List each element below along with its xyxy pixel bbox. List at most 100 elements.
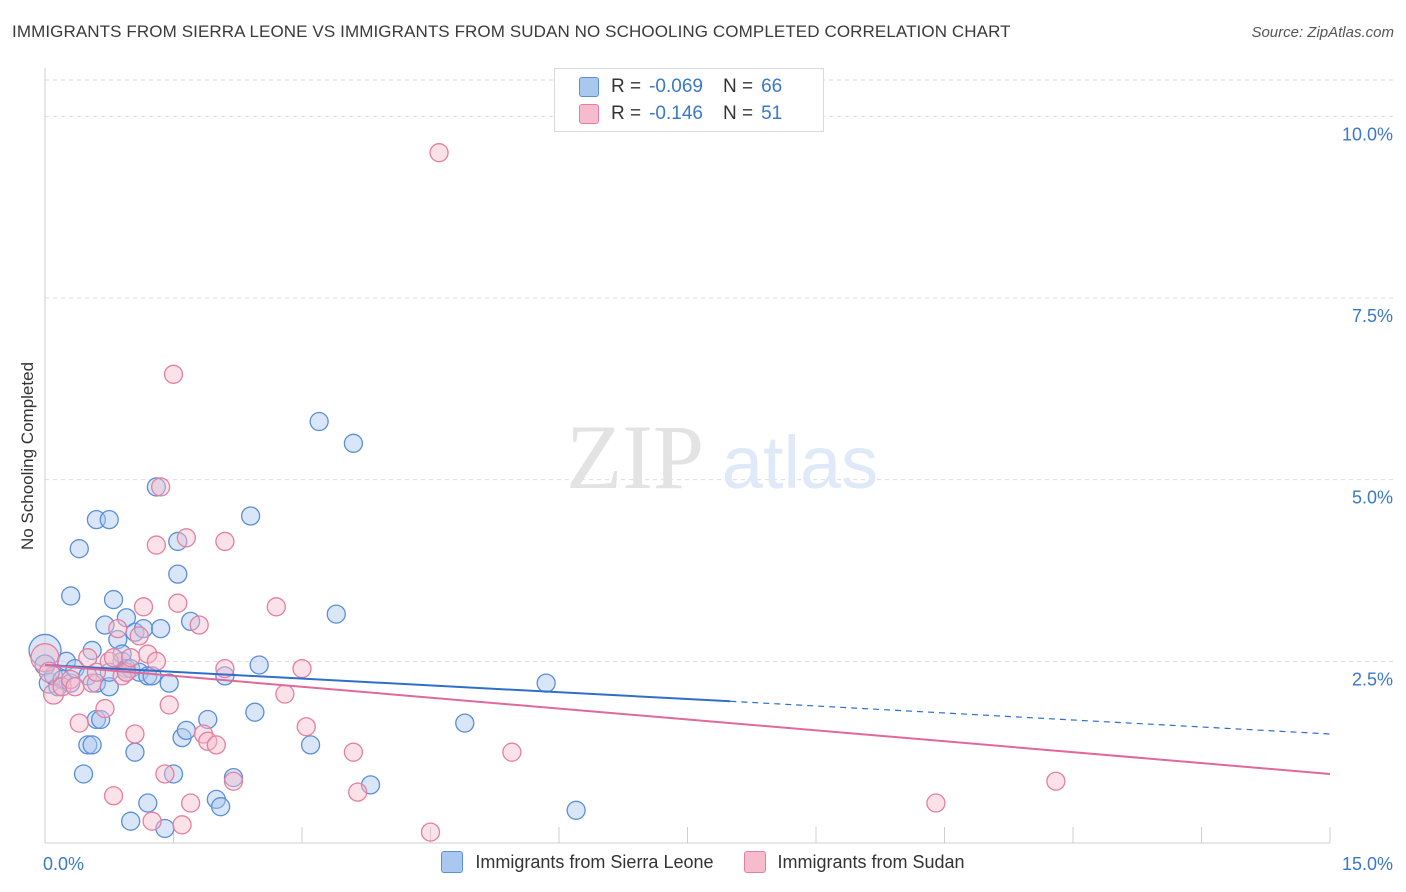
sierra-leone-trend-line [44,663,731,703]
sudan-point [296,717,316,737]
sudan-trend-line [44,663,1331,775]
x-tick-label-min: 0.0% [43,854,84,874]
y-tick-label: 10.0% [1342,124,1393,144]
sierra-leone-point [150,618,171,639]
watermark-zip: ZIP [566,406,704,508]
sierra-leone-point [82,735,102,755]
legend-row-sudan: R = -0.146 N = 51 [579,102,782,126]
legend-n-label: N = [722,76,754,97]
sierra-leone-point [566,800,586,820]
sierra-leone-point [343,433,364,453]
sudan-point [82,673,102,693]
stats-legend: R = -0.069 N = 66 R = -0.146 N = 51 [554,68,824,132]
sudan-point [215,658,235,679]
sudan-point [206,735,226,755]
grid-lines [45,79,1395,662]
sierra-leone-point [146,477,167,497]
sudan-point [502,742,522,762]
sierra-leone-point [121,811,141,831]
series-legend-sierra-leone: Immigrants from Sierra Leone [441,851,714,873]
sierra-leone-point [99,509,119,530]
sierra-leone-point [168,564,188,584]
chart-title: IMMIGRANTS FROM SIERRA LEONE VS IMMIGRAN… [12,22,1011,41]
sudan-point [121,648,141,668]
legend-row-sierra-leone: R = -0.069 N = 66 [579,75,782,99]
sudan-point [180,793,201,813]
sudan-point [926,793,946,813]
series-swatch-pink [743,851,766,873]
y-tick-label: 7.5% [1352,306,1393,326]
sudan-point [95,698,115,719]
sudan-point [133,597,154,617]
sierra-leone-point [61,586,81,606]
legend-r-label: R = [611,76,642,97]
legend-swatch-blue [579,77,599,97]
data-points [28,143,1066,842]
sierra-leone-point [198,709,218,730]
tick-labels: 2.5% 5.0% 7.5% 10.0% 0.0% 15.0% [43,124,1393,874]
legend-n-label: N = [722,103,754,124]
sierra-leone-point [240,506,261,526]
sudan-point [292,658,312,679]
y-tick-label: 2.5% [1352,669,1393,689]
sudan-point [103,786,124,806]
sierra-leone-point [138,793,158,813]
trend-lines [44,663,1331,775]
sierra-leone-point [455,713,475,733]
sierra-leone-point [210,797,231,817]
sudan-point [429,143,449,163]
axes [44,68,1331,844]
sudan-point [223,771,244,791]
sierra-leone-point [103,589,124,610]
sudan-point [159,695,179,715]
sudan-point [176,528,197,548]
sudan-point [348,782,368,802]
sierra-leone-point [73,764,94,784]
sudan-point [125,724,145,744]
series-legend: Immigrants from Sierra Leone Immigrants … [0,851,1406,873]
sudan-point [65,677,85,697]
sierra-leone-point [108,629,128,650]
sierra-leone-point [125,742,145,762]
sudan-point [38,661,60,683]
sudan-point [129,626,149,646]
sierra-leone-point [159,673,179,693]
sudan-point [150,477,171,497]
series-name-sudan: Immigrants from Sudan [777,851,965,872]
legend-r-value: -0.069 [649,76,703,97]
sierra-leone-trend-extension [730,700,1331,735]
source-credit: Source: ZipAtlas.com [1251,24,1394,41]
series-name-sierra-leone: Immigrants from Sierra Leone [475,851,714,872]
sierra-leone-point [300,735,321,755]
sierra-leone-point [309,411,329,432]
legend-n-value: 66 [761,76,783,97]
sudan-point [146,651,167,671]
sudan-point [275,684,295,704]
y-tick-label: 5.0% [1352,488,1393,508]
series-swatch-blue [441,851,464,873]
sudan-point [172,815,192,835]
sudan-point [108,618,128,639]
legend-n-value: 51 [761,103,783,124]
sierra-leone-point [176,720,197,741]
sierra-leone-point [69,539,89,559]
sierra-leone-point [249,655,269,675]
x-tick-label-max: 15.0% [1342,854,1393,874]
sudan-point [163,364,184,384]
sudan-point [155,764,175,784]
sudan-point [142,811,162,831]
sierra-leone-point [78,735,98,755]
sudan-point [1046,771,1066,791]
series-legend-sudan: Immigrants from Sudan [743,851,965,873]
sudan-point [168,593,188,613]
sudan-point [266,597,286,617]
watermark-atlas: atlas [722,421,878,504]
legend-swatch-pink [579,104,599,124]
legend-r-label: R = [611,103,642,124]
sudan-point [189,615,209,635]
sudan-point [343,742,364,762]
sudan-point [103,648,124,668]
sudan-point [420,822,441,842]
sudan-point [146,535,167,555]
